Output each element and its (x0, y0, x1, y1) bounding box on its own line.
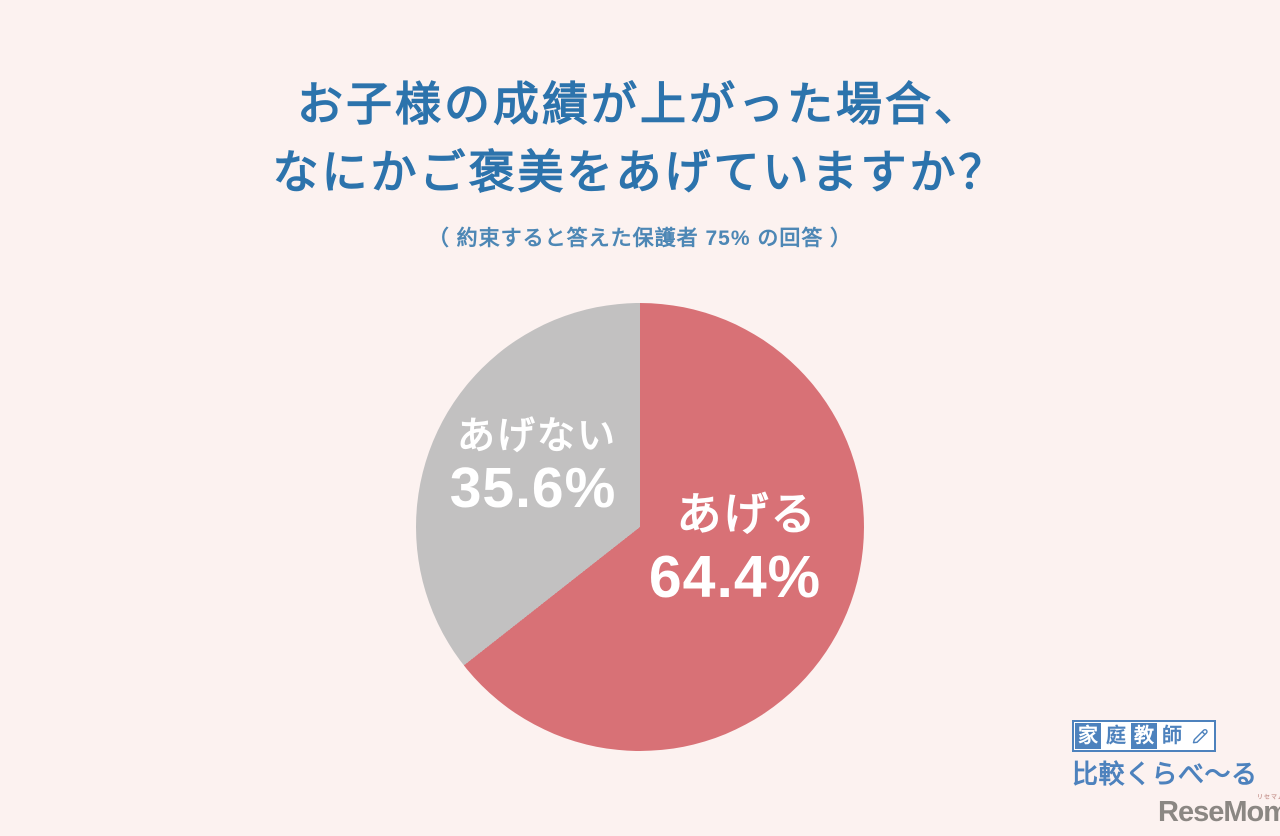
resemom-logo: リセマムReseMom. (1158, 795, 1280, 829)
resemom-text: ReseMom (1158, 796, 1280, 828)
chart-title-line2: なにかご褒美をあげていますか？ (272, 146, 1008, 199)
chart-title-line1: お子様の成績が上がった場合、 (297, 78, 983, 130)
slice-label-ageru: あげる (676, 488, 818, 540)
slice-value-agenai: 35.6% (449, 456, 617, 520)
pie-chart (416, 303, 864, 751)
logo-char-tei: 庭 (1103, 723, 1129, 749)
chart-subtitle: （ 約束すると答えた保護者 75% の回答 ） (427, 227, 853, 251)
header: お子様の成績が上がった場合、 なにかご褒美をあげていますか？ （ 約束すると答え… (0, 70, 1280, 252)
pencil-icon (1187, 723, 1213, 749)
slice-label-agenai: あげない (456, 415, 618, 458)
kateikyoshi-logo-box: 家 庭 教 師 (1072, 720, 1216, 752)
resemom-ruby: リセマム (1257, 795, 1280, 801)
slice-value-ageru: 64.4% (648, 544, 822, 610)
logo-char-kyo: 教 (1131, 723, 1157, 749)
chart-title: お子様の成績が上がった場合、 なにかご褒美をあげていますか？ (0, 70, 1280, 206)
logo-char-ka: 家 (1075, 723, 1101, 749)
kateikyoshi-logo: 家 庭 教 師 比較くらべ〜る (1072, 720, 1258, 791)
kateikyoshi-tagline: 比較くらべ〜る (1072, 759, 1258, 789)
logo-char-shi: 師 (1159, 723, 1185, 749)
